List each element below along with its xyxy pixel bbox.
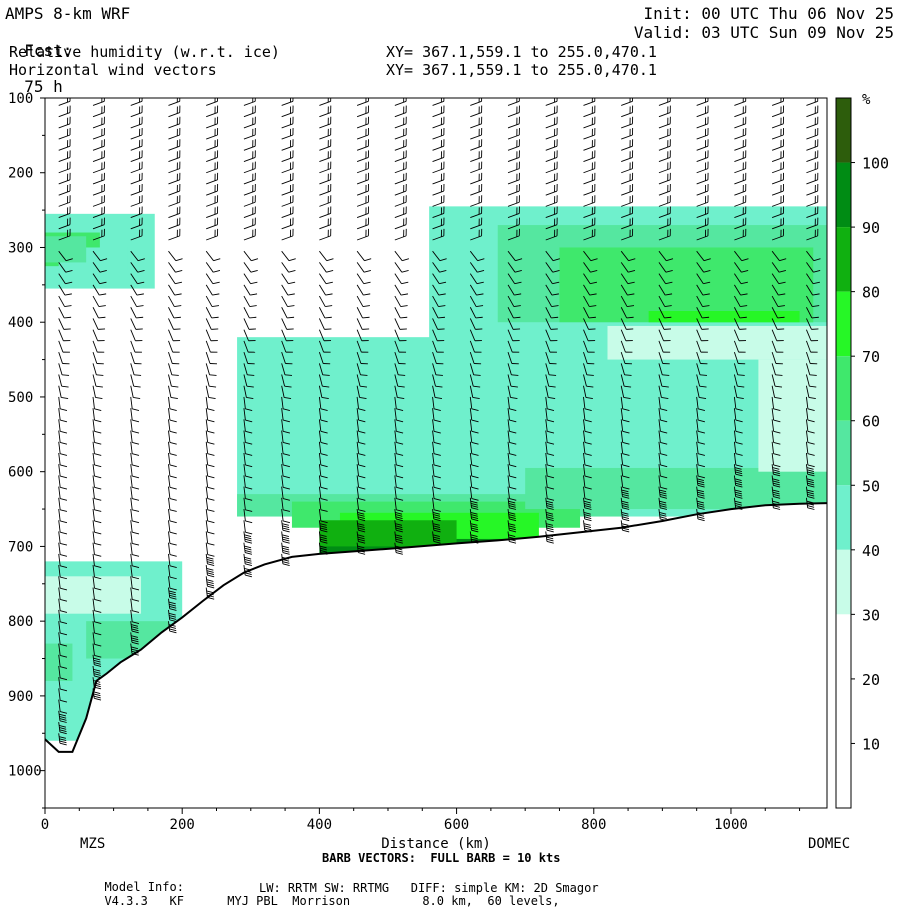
colorbar-label: 40 — [862, 542, 880, 560]
x-tick-label: 200 — [170, 817, 195, 833]
wind-barb-feather — [285, 375, 292, 376]
right-endpoint-label: DOMEC — [808, 836, 850, 852]
wind-barb-feather — [511, 375, 518, 376]
wind-barb-feather — [662, 375, 669, 376]
y-tick-label: 1000 — [8, 764, 42, 780]
colorbar-segment — [836, 743, 851, 808]
wind-barb-feather — [587, 375, 594, 376]
x-tick-label: 800 — [581, 817, 606, 833]
wind-barb-feather — [96, 375, 103, 376]
colorbar-label: 50 — [862, 477, 880, 495]
wind-barb-feather — [700, 375, 707, 376]
wind-barb-feather — [247, 375, 254, 376]
y-tick-label: 600 — [8, 465, 33, 481]
wind-barb-feather — [134, 375, 141, 376]
model-info-physics: LW: RRTM SW: RRTMG DIFF: simple KM: 2D S… — [259, 881, 599, 895]
colorbar-segment — [836, 98, 851, 163]
left-endpoint-label: MZS — [80, 836, 105, 852]
wind-barb-feather — [210, 375, 217, 376]
colorbar-label: 70 — [862, 348, 880, 366]
colorbar-unit: % — [862, 92, 871, 108]
x-tick-label: 400 — [307, 817, 332, 833]
wind-barb-feather — [738, 375, 745, 376]
x-tick-label: 600 — [444, 817, 469, 833]
colorbar-segment — [836, 614, 851, 679]
plot-area — [45, 94, 827, 808]
colorbar-label: 10 — [862, 735, 880, 753]
colorbar-segment — [836, 227, 851, 292]
colorbar-label: 90 — [862, 219, 880, 237]
rh-detail-14 — [758, 360, 827, 472]
y-tick-label: 300 — [8, 240, 33, 256]
colorbar-segment — [836, 356, 851, 421]
model-info-label: Model Info: — [104, 880, 183, 894]
y-tick-label: 500 — [8, 390, 33, 406]
rh-detail-5 — [607, 326, 827, 360]
colorbar-segment — [836, 292, 851, 357]
y-tick-label: 200 — [8, 166, 33, 182]
wind-barb-feather — [625, 375, 632, 376]
rh-detail-11 — [45, 644, 72, 681]
colorbar-segment — [836, 679, 851, 744]
wind-barb-feather — [436, 375, 443, 376]
y-tick-label: 900 — [8, 689, 33, 705]
y-tick-label: 800 — [8, 614, 33, 630]
y-tick-label: 100 — [8, 91, 33, 107]
colorbar-segment — [836, 485, 851, 550]
x-axis: 0 200 400 600 800 1000 — [41, 808, 800, 833]
colorbar-label: 60 — [862, 413, 880, 431]
wind-barb-feather — [323, 375, 330, 376]
colorbar-segment — [836, 421, 851, 486]
y-axis: 100 200 300 400 500 600 700 800 900 1000 — [8, 91, 45, 808]
wind-barb-feather — [62, 375, 69, 376]
wind-barb-feather — [360, 375, 367, 376]
colorbar-segment — [836, 163, 851, 228]
x-axis-label: Distance (km) — [381, 836, 491, 852]
wind-barb-feather — [172, 375, 179, 376]
y-tick-label: 700 — [8, 539, 33, 555]
wind-barb-feather — [474, 375, 481, 376]
rh-detail-1 — [45, 236, 86, 262]
x-tick-label: 1000 — [714, 817, 748, 833]
wind-barb-feather — [810, 375, 817, 376]
wind-barb-feather — [775, 375, 782, 376]
wind-barb-feather — [398, 375, 405, 376]
colorbar-label: 20 — [862, 671, 880, 689]
x-tick-label: 0 — [41, 817, 49, 833]
colorbar: % 10 20 30 40 50 60 70 80 90 100 — [836, 92, 889, 808]
model-info-value: V4.3.3 KF MYJ PBL Morrison 8.0 km, 60 le… — [104, 894, 559, 908]
colorbar-segment — [836, 550, 851, 615]
colorbar-label: 30 — [862, 606, 880, 624]
rh-detail-13 — [525, 468, 827, 509]
wind-barb-feather — [549, 375, 556, 376]
y-tick-label: 400 — [8, 315, 33, 331]
colorbar-label: 100 — [862, 155, 889, 173]
colorbar-label: 80 — [862, 284, 880, 302]
barb-legend: BARB VECTORS: FULL BARB = 10 kts — [322, 851, 560, 865]
